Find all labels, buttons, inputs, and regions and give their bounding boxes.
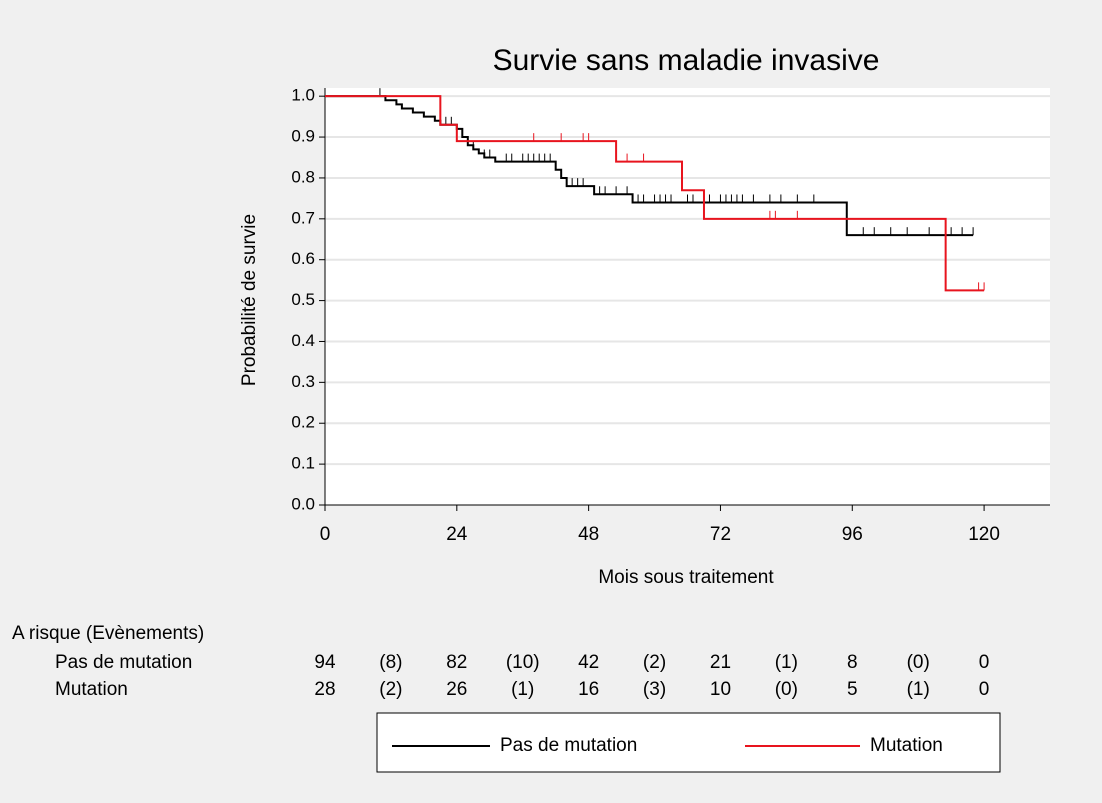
event-count: (0) [907, 652, 930, 673]
event-count: (2) [643, 652, 666, 673]
legend [376, 712, 1001, 773]
x-tick-label: 0 [320, 524, 331, 545]
survival-curve [325, 95, 985, 292]
survival-curve [325, 95, 974, 237]
risk-row-label: Pas de mutation [55, 652, 192, 673]
event-count: (8) [379, 652, 402, 673]
y-tick-label: 0.0 [291, 494, 315, 513]
chart-title: Survie sans maladie invasive [493, 44, 880, 77]
x-tick-label: 120 [968, 524, 1000, 545]
x-tick-label: 48 [578, 524, 599, 545]
plot-area [325, 88, 1050, 505]
y-tick-label: 0.7 [291, 208, 315, 227]
event-count: (1) [907, 679, 930, 700]
y-tick-label: 1.0 [291, 86, 315, 105]
event-count: (0) [775, 679, 798, 700]
at-risk-count: 10 [710, 679, 731, 700]
y-tick-label: 0.4 [291, 331, 315, 350]
y-tick-label: 0.3 [291, 372, 315, 391]
event-count: (2) [379, 679, 402, 700]
at-risk-count: 0 [979, 679, 990, 700]
at-risk-count: 28 [314, 679, 335, 700]
at-risk-count: 16 [578, 679, 599, 700]
y-tick-label: 0.9 [291, 127, 315, 146]
risk-row-label: Mutation [55, 679, 128, 700]
event-count: (3) [643, 679, 666, 700]
y-tick-label: 0.5 [291, 290, 315, 309]
y-tick-label: 0.6 [291, 249, 315, 268]
y-axis-label: Probabilité de survie [239, 214, 260, 386]
at-risk-count: 5 [847, 679, 858, 700]
y-tick-label: 0.1 [291, 454, 315, 473]
at-risk-count: 0 [979, 652, 990, 673]
y-tick-label: 0.2 [291, 413, 315, 432]
event-count: (10) [506, 652, 540, 673]
event-count: (1) [511, 679, 534, 700]
legend-label: Pas de mutation [500, 735, 637, 756]
legend-label: Mutation [870, 735, 943, 756]
at-risk-count: 82 [446, 652, 467, 673]
x-tick-label: 96 [842, 524, 863, 545]
x-tick-label: 24 [446, 524, 468, 545]
event-count: (1) [775, 652, 798, 673]
x-axis-label: Mois sous traitement [598, 567, 774, 588]
at-risk-count: 26 [446, 679, 467, 700]
at-risk-count: 94 [314, 652, 336, 673]
risk-table-title: A risque (Evènements) [12, 623, 204, 644]
at-risk-count: 21 [710, 652, 731, 673]
y-tick-label: 0.8 [291, 167, 315, 186]
at-risk-count: 8 [847, 652, 858, 673]
at-risk-count: 42 [578, 652, 599, 673]
x-tick-label: 72 [710, 524, 731, 545]
